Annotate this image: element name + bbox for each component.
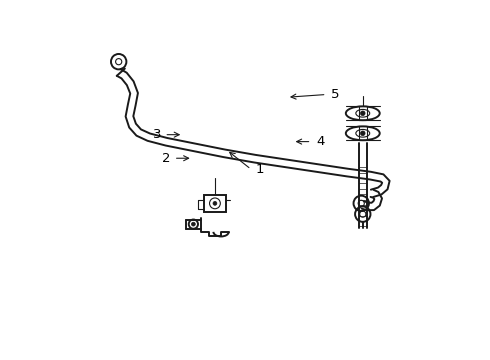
- Text: 2: 2: [162, 152, 171, 165]
- Text: 4: 4: [316, 135, 324, 148]
- Circle shape: [192, 222, 196, 226]
- Circle shape: [361, 111, 365, 116]
- Circle shape: [361, 131, 365, 136]
- Text: 5: 5: [331, 88, 340, 101]
- Text: 3: 3: [153, 128, 161, 141]
- Circle shape: [213, 202, 217, 205]
- Text: 1: 1: [256, 163, 264, 176]
- Bar: [204, 195, 226, 212]
